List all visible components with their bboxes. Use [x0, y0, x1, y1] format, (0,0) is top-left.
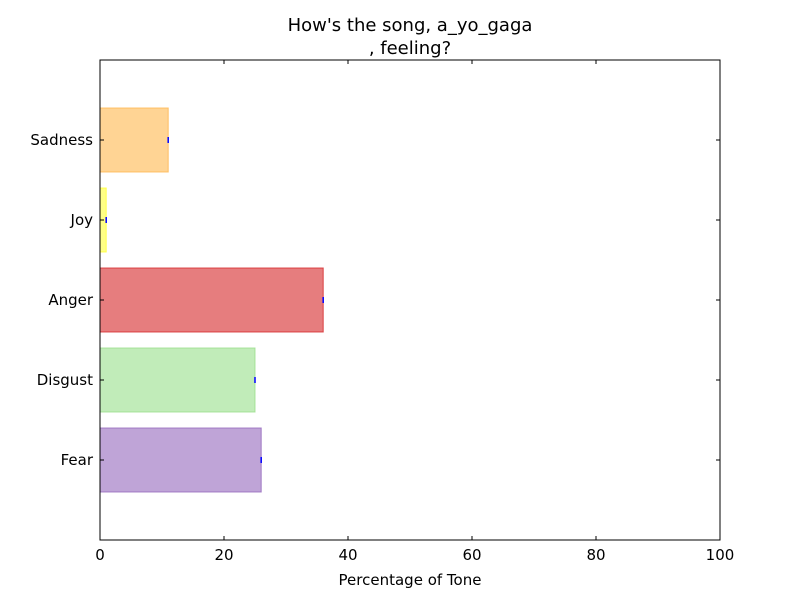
y-tick-label-sadness: Sadness — [30, 131, 93, 149]
x-tick-label-80: 80 — [586, 546, 605, 564]
x-tick-label-100: 100 — [706, 546, 735, 564]
x-tick-label-60: 60 — [462, 546, 481, 564]
y-tick-label-fear: Fear — [61, 451, 94, 469]
chart-title-line-1: How's the song, a_yo_gaga — [288, 15, 533, 36]
chart-title-line-2: , feeling? — [369, 38, 451, 59]
y-tick-label-disgust: Disgust — [37, 371, 93, 389]
bar-anger — [99, 267, 324, 333]
x-tick-label-40: 40 — [338, 546, 357, 564]
x-tick-label-20: 20 — [214, 546, 233, 564]
bar-fear — [99, 427, 262, 493]
bar-disgust — [99, 347, 256, 413]
chart-title: How's the song, a_yo_gaga , feeling? — [288, 15, 533, 59]
x-tick-label-0: 0 — [95, 546, 105, 564]
y-tick-label-anger: Anger — [48, 291, 94, 309]
ticks-group: Fear Disgust Anger Joy Sadness 0 20 40 60 80 100 — [30, 60, 734, 564]
x-axis-label: Percentage of Tone — [339, 571, 482, 589]
y-tick-label-joy: Joy — [70, 211, 94, 229]
bars-group — [99, 107, 324, 493]
bar-sadness — [99, 107, 169, 173]
